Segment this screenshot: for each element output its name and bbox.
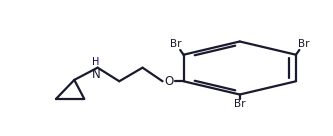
Text: N: N bbox=[92, 68, 100, 81]
Text: H: H bbox=[92, 57, 100, 67]
Text: Br: Br bbox=[234, 99, 245, 109]
Text: Br: Br bbox=[298, 39, 309, 49]
Text: Br: Br bbox=[170, 39, 182, 49]
Text: O: O bbox=[164, 75, 173, 88]
